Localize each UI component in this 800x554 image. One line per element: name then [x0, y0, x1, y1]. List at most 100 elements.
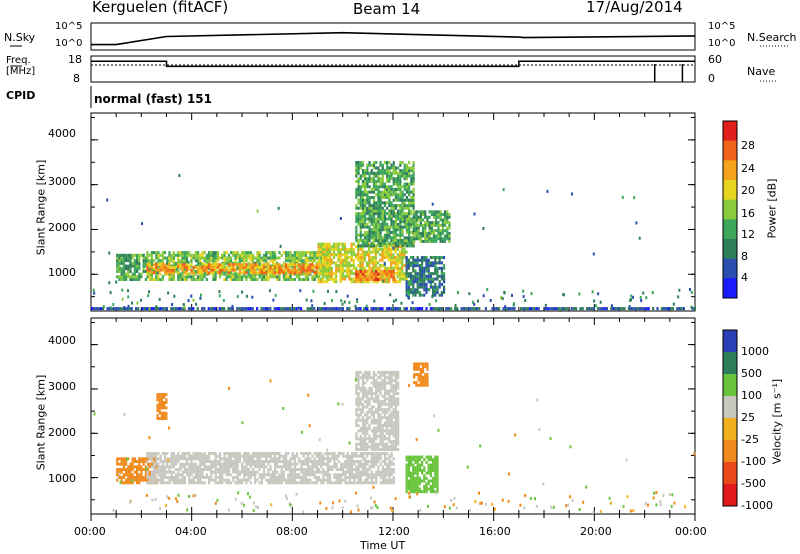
power-cell — [127, 269, 130, 273]
velocity-cell — [166, 481, 169, 485]
velocity-cell — [243, 452, 246, 456]
power-cell — [390, 272, 393, 276]
power-cell — [403, 166, 406, 170]
power-cell — [386, 206, 389, 210]
power-cell — [397, 198, 400, 202]
power-cell — [282, 275, 285, 279]
velocity-cell — [293, 462, 296, 466]
power-cell — [415, 210, 418, 214]
velocity-cell — [333, 465, 336, 469]
power-cell — [163, 307, 166, 311]
velocity-cell — [409, 487, 413, 491]
velocity-cell — [372, 473, 376, 477]
power-cell — [548, 307, 551, 311]
velocity-cell — [366, 394, 369, 398]
power-cell — [245, 265, 248, 269]
velocity-cell — [407, 471, 410, 475]
velocity-cell — [207, 467, 211, 471]
velocity-cell — [282, 460, 285, 464]
power-cell — [302, 272, 305, 276]
power-cell-scatter — [501, 297, 504, 301]
power-cell — [350, 277, 353, 281]
power-cell — [326, 272, 329, 276]
velocity-cell — [355, 418, 358, 422]
power-cell — [386, 269, 389, 273]
velocity-cell — [377, 394, 380, 398]
power-cell — [359, 230, 362, 234]
velocity-cell — [118, 467, 121, 471]
velocity-cell — [236, 452, 239, 456]
power-cell — [392, 166, 395, 170]
power-cell — [210, 268, 213, 272]
velocity-cell — [375, 421, 378, 425]
velocity-cell — [377, 413, 380, 417]
power-cell — [99, 307, 102, 311]
power-cell — [386, 174, 389, 178]
power-cell — [332, 272, 336, 276]
power-cell — [370, 241, 373, 245]
power-cell — [317, 247, 320, 251]
velocity-cell — [315, 478, 318, 482]
velocity-cell — [348, 478, 351, 482]
power-cell — [146, 256, 149, 260]
power-cell — [408, 204, 411, 208]
power-cell — [311, 277, 314, 281]
power-cell — [355, 230, 358, 234]
power-cell — [443, 213, 447, 217]
velocity-cell — [199, 475, 202, 479]
power-cell — [357, 217, 360, 221]
velocity-cell — [254, 460, 257, 464]
velocity-cell — [346, 462, 349, 466]
velocity-cell — [258, 452, 261, 456]
velocity-cell — [388, 473, 391, 477]
power-cell — [289, 263, 292, 267]
velocity-cell — [267, 473, 270, 477]
power-cell — [298, 253, 301, 257]
velocity-cell — [375, 410, 378, 414]
velocity-cell — [218, 457, 222, 461]
power-cell-scatter — [356, 300, 359, 304]
velocity-cell — [370, 389, 373, 393]
power-cell — [335, 264, 338, 268]
power-cell — [388, 185, 391, 189]
velocity-cell — [339, 475, 343, 479]
power-cell — [412, 196, 415, 200]
velocity-cell — [247, 478, 250, 482]
power-cell — [409, 264, 413, 268]
power-cell — [201, 268, 204, 272]
velocity-cell — [361, 408, 365, 412]
velocity-cell — [383, 373, 387, 377]
velocity-cell — [205, 467, 208, 471]
power-cell — [276, 268, 279, 272]
velocity-cell — [414, 468, 417, 472]
power-cell — [383, 245, 386, 249]
velocity-cell — [174, 481, 178, 485]
power-cell — [375, 272, 378, 276]
power-cell — [309, 253, 312, 257]
power-cell — [150, 271, 153, 275]
power-cell — [443, 215, 447, 219]
power-cell — [579, 307, 582, 311]
velocity-cell — [181, 475, 184, 479]
velocity-cell — [170, 470, 173, 474]
velocity-cell — [192, 457, 195, 461]
velocity-cell — [168, 478, 171, 482]
velocity-cell — [271, 460, 274, 464]
power-cell — [379, 258, 382, 262]
velocity-cell — [203, 460, 206, 464]
power-cell — [413, 215, 416, 219]
velocity-cell — [309, 473, 312, 477]
velocity-cell — [185, 473, 189, 477]
power-cell — [210, 253, 213, 257]
velocity-cell — [223, 454, 226, 458]
power-cell — [284, 275, 288, 279]
power-cell — [122, 264, 125, 268]
velocity-cell — [381, 467, 384, 471]
power-cell — [414, 307, 417, 311]
velocity-cell — [357, 470, 360, 474]
velocity-cell — [383, 437, 387, 441]
power-cell — [388, 307, 391, 311]
velocity-cell — [304, 478, 307, 482]
velocity-cell — [397, 381, 400, 385]
power-cell — [381, 225, 384, 229]
